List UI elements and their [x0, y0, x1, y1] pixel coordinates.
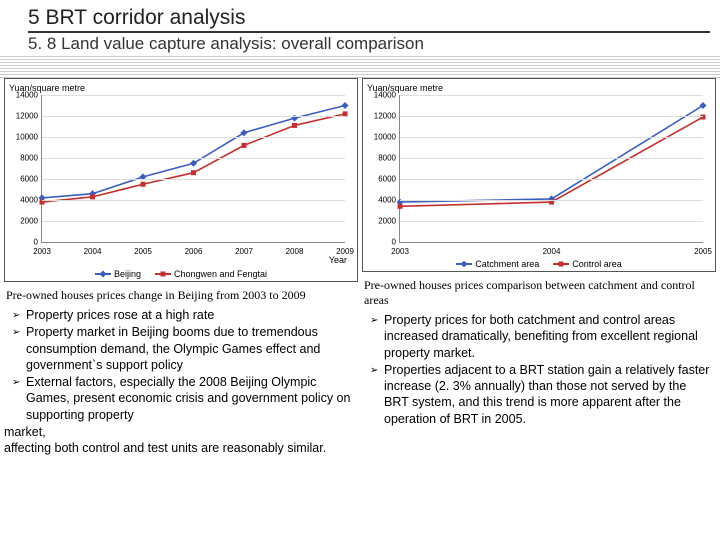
legend-swatch	[456, 263, 472, 265]
x-tick-label: 2003	[33, 247, 51, 256]
chart-marker	[190, 160, 197, 167]
legend-label: Control area	[572, 259, 622, 269]
chart-marker	[341, 102, 348, 109]
x-tick-label: 2004	[84, 247, 102, 256]
grid-line	[400, 221, 703, 222]
header-stripes	[0, 56, 720, 78]
y-tick-label: 6000	[10, 175, 38, 184]
x-tick-label: 2009	[336, 247, 354, 256]
legend-swatch	[95, 273, 111, 275]
bullet-item: Property prices for both catchment and c…	[372, 312, 712, 361]
right-chart-area: 0200040006000800010000120001400020032004…	[399, 95, 703, 243]
left-tail-text: market, affecting both control and test …	[4, 424, 358, 457]
legend-label: Beijing	[114, 269, 141, 279]
right-chart-ylabel: Yuan/square metre	[367, 83, 711, 93]
x-tick-label: 2005	[134, 247, 152, 256]
bullet-item: Properties adjacent to a BRT station gai…	[372, 362, 712, 427]
grid-line	[400, 137, 703, 138]
left-chart-box: Yuan/square metre 0200040006000800010000…	[4, 78, 358, 282]
grid-line	[400, 116, 703, 117]
legend-label: Chongwen and Fengtai	[174, 269, 267, 279]
chart-marker	[141, 182, 146, 187]
grid-line	[42, 116, 345, 117]
x-tick-label: 2003	[391, 247, 409, 256]
chart-marker	[398, 204, 403, 209]
chart-marker	[191, 170, 196, 175]
chart-line	[400, 117, 703, 206]
legend-item: Beijing	[95, 269, 141, 279]
left-chart-legend: Beijing Chongwen and Fengtai	[9, 265, 353, 279]
right-panel: Yuan/square metre 0200040006000800010000…	[362, 78, 716, 456]
y-tick-label: 8000	[368, 154, 396, 163]
left-panel: Yuan/square metre 0200040006000800010000…	[4, 78, 358, 456]
left-bullets: Property prices rose at a high ratePrope…	[4, 307, 358, 423]
grid-line	[42, 137, 345, 138]
page-subtitle: 5. 8 Land value capture analysis: overal…	[28, 34, 710, 54]
right-bullets: Property prices for both catchment and c…	[362, 312, 716, 427]
y-tick-label: 12000	[10, 112, 38, 121]
y-tick-label: 2000	[10, 217, 38, 226]
y-tick-label: 0	[10, 238, 38, 247]
left-caption: Pre-owned houses prices change in Beijin…	[6, 288, 356, 303]
y-tick-label: 10000	[368, 133, 396, 142]
legend-swatch	[553, 263, 569, 265]
y-tick-label: 4000	[368, 196, 396, 205]
y-tick-label: 2000	[368, 217, 396, 226]
bullet-item: External factors, especially the 2008 Be…	[14, 374, 354, 423]
y-tick-label: 12000	[368, 112, 396, 121]
right-chart-svg	[400, 95, 703, 242]
y-tick-label: 10000	[10, 133, 38, 142]
x-tick-label: 2006	[185, 247, 203, 256]
left-chart-area: 0200040006000800010000120001400020032004…	[41, 95, 345, 243]
chart-marker	[242, 143, 247, 148]
grid-line	[42, 95, 345, 96]
grid-line	[400, 158, 703, 159]
y-tick-label: 14000	[368, 91, 396, 100]
y-tick-label: 8000	[10, 154, 38, 163]
bullet-item: Property market in Beijing booms due to …	[14, 324, 354, 373]
right-chart-box: Yuan/square metre 0200040006000800010000…	[362, 78, 716, 272]
x-tick-label: 2007	[235, 247, 253, 256]
chart-marker	[292, 123, 297, 128]
y-tick-label: 14000	[10, 91, 38, 100]
chart-line	[42, 106, 345, 198]
grid-line	[400, 200, 703, 201]
legend-item: Catchment area	[456, 259, 539, 269]
chart-marker	[90, 194, 95, 199]
x-tick-label: 2005	[694, 247, 712, 256]
legend-item: Chongwen and Fengtai	[155, 269, 267, 279]
legend-item: Control area	[553, 259, 622, 269]
left-chart-xlabel: Year	[9, 255, 353, 265]
y-tick-label: 4000	[10, 196, 38, 205]
left-chart-ylabel: Yuan/square metre	[9, 83, 353, 93]
right-chart-legend: Catchment area Control area	[367, 255, 711, 269]
x-tick-label: 2004	[543, 247, 561, 256]
grid-line	[42, 158, 345, 159]
legend-swatch	[155, 273, 171, 275]
grid-line	[42, 200, 345, 201]
grid-line	[400, 179, 703, 180]
chart-line	[400, 106, 703, 203]
page-title: 5 BRT corridor analysis	[28, 6, 710, 33]
chart-marker	[240, 129, 247, 136]
bullet-item: Property prices rose at a high rate	[14, 307, 354, 323]
header: 5 BRT corridor analysis 5. 8 Land value …	[0, 0, 720, 56]
grid-line	[42, 221, 345, 222]
left-chart-svg	[42, 95, 345, 242]
content-panels: Yuan/square metre 0200040006000800010000…	[0, 78, 720, 456]
legend-label: Catchment area	[475, 259, 539, 269]
chart-marker	[699, 102, 706, 109]
x-tick-label: 2008	[286, 247, 304, 256]
right-caption: Pre-owned houses prices comparison betwe…	[364, 278, 714, 308]
grid-line	[400, 95, 703, 96]
y-tick-label: 0	[368, 238, 396, 247]
grid-line	[42, 179, 345, 180]
y-tick-label: 6000	[368, 175, 396, 184]
